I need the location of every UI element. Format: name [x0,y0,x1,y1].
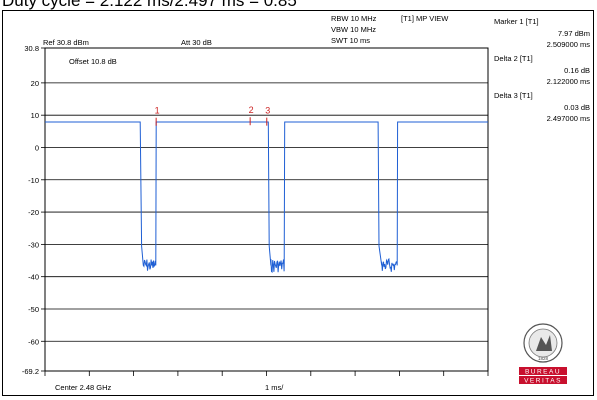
logo-banner-top [519,367,567,375]
y-tick-label: -20 [28,208,39,217]
delta2-title: Delta 2 [T1] [494,54,533,63]
logo-figure-icon [536,335,552,351]
logo-text-top: BUREAU [525,369,561,376]
logo-text-bottom: VERITAS [524,378,562,385]
y-tick-label: 0 [35,143,39,152]
offset-label: Offset 10.8 dB [69,57,117,66]
time-scale-label: 1 ms/ [265,383,284,392]
y-tick-label: 30.8 [24,44,39,53]
trace-line [45,121,488,274]
y-tick-label: 10 [31,111,39,120]
marker1-value1: 7.97 dBm [558,29,590,38]
ref-level-label: Ref 30.8 dBm [43,38,89,47]
vbw-label: VBW 10 MHz [331,25,376,34]
bureau-veritas-logo: 1828 BUREAU VERITAS [519,323,567,385]
marker1-title: Marker 1 [T1] [494,17,539,26]
delta3-title: Delta 3 [T1] [494,91,533,100]
attenuation-label: Att 30 dB [181,38,212,47]
delta3-value2: 2.497000 ms [547,114,591,123]
trace-layer [45,121,488,274]
marker-readout-panel: Marker 1 [T1] 7.97 dBm 2.509000 ms Delta… [494,17,590,123]
marker-layer: 1 2 3 [155,105,270,126]
spectrum-analyzer-screen: Ref 30.8 dBm Att 30 dB RBW 10 MHz VBW 10… [2,10,594,396]
marker-2-label: 2 [249,105,254,115]
marker-3-label: 3 [265,106,270,116]
y-tick-label: -30 [28,240,39,249]
plot-border [44,47,489,372]
y-tick-label: -69.2 [22,367,39,376]
logo-banner-bottom [519,376,567,384]
y-tick-label: -60 [28,337,39,346]
delta3-value1: 0.03 dB [564,103,590,112]
center-frequency-label: Center 2.48 GHz [55,383,112,392]
analyzer-plot: Ref 30.8 dBm Att 30 dB RBW 10 MHz VBW 10… [22,14,590,392]
marker-1-label: 1 [155,106,160,116]
delta2-value2: 2.122000 ms [547,77,591,86]
view-mode-label: [T1] MP VIEW [401,14,449,23]
grid [41,47,489,376]
rbw-label: RBW 10 MHz [331,14,377,23]
y-tick-label: -40 [28,273,39,282]
y-tick-labels: 30.8 20 10 0 -10 -20 -30 -40 -50 -60 -69.2 [22,44,39,376]
y-tick-label: -50 [28,305,39,314]
swt-label: SWT 10 ms [331,36,370,45]
delta2-value1: 0.16 dB [564,66,590,75]
y-tick-label: 20 [31,79,39,88]
logo-year: 1828 [538,356,549,361]
duty-cycle-caption: Duty cycle = 2.122 ms/2.497 ms = 0.85 [2,0,297,10]
y-tick-label: -10 [28,176,39,185]
marker1-value2: 2.509000 ms [547,40,591,49]
